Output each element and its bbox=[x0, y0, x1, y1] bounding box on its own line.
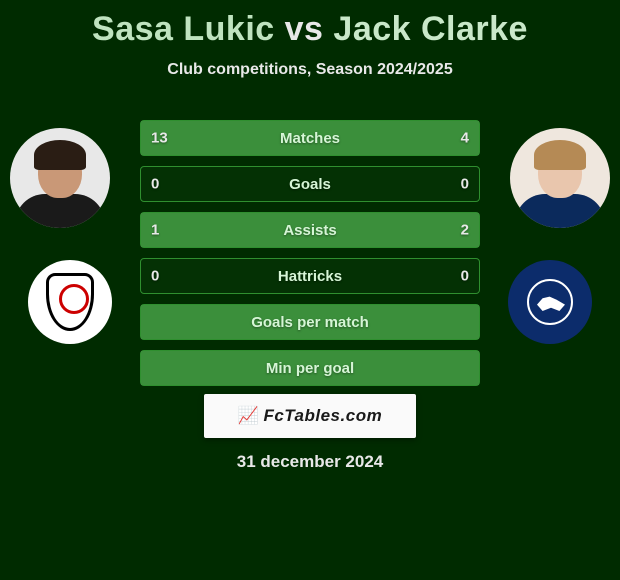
stat-row-assists: 12Assists bbox=[140, 212, 480, 248]
stat-label: Assists bbox=[141, 222, 479, 239]
stat-row-hattricks: 00Hattricks bbox=[140, 258, 480, 294]
stat-label: Goals per match bbox=[141, 314, 479, 331]
stat-label: Goals bbox=[141, 176, 479, 193]
fctables-logo: 📈 FcTables.com bbox=[204, 394, 416, 438]
stat-row-min-per-goal: Min per goal bbox=[140, 350, 480, 386]
subtitle: Club competitions, Season 2024/2025 bbox=[0, 61, 620, 79]
player2-avatar bbox=[510, 128, 610, 228]
ipswich-crest-icon bbox=[527, 279, 573, 325]
stat-label: Min per goal bbox=[141, 360, 479, 377]
comparison-title: Sasa Lukic vs Jack Clarke bbox=[0, 0, 620, 49]
stat-label: Matches bbox=[141, 130, 479, 147]
logo-text: FcTables.com bbox=[263, 406, 382, 426]
stat-label: Hattricks bbox=[141, 268, 479, 285]
stat-row-matches: 134Matches bbox=[140, 120, 480, 156]
logo-icon: 📈 bbox=[238, 406, 260, 426]
stat-row-goals-per-match: Goals per match bbox=[140, 304, 480, 340]
stats-container: 134Matches 00Goals 12Assists 00Hattricks Goa… bbox=[140, 120, 480, 396]
stat-row-goals: 00Goals bbox=[140, 166, 480, 202]
vs-separator: vs bbox=[285, 10, 324, 48]
player1-club-badge bbox=[28, 260, 112, 344]
comparison-date: 31 december 2024 bbox=[0, 452, 620, 472]
fulham-crest-icon bbox=[46, 273, 94, 331]
player1-name: Sasa Lukic bbox=[92, 10, 275, 48]
player1-avatar bbox=[10, 128, 110, 228]
player2-name: Jack Clarke bbox=[333, 10, 528, 48]
player2-club-badge bbox=[508, 260, 592, 344]
